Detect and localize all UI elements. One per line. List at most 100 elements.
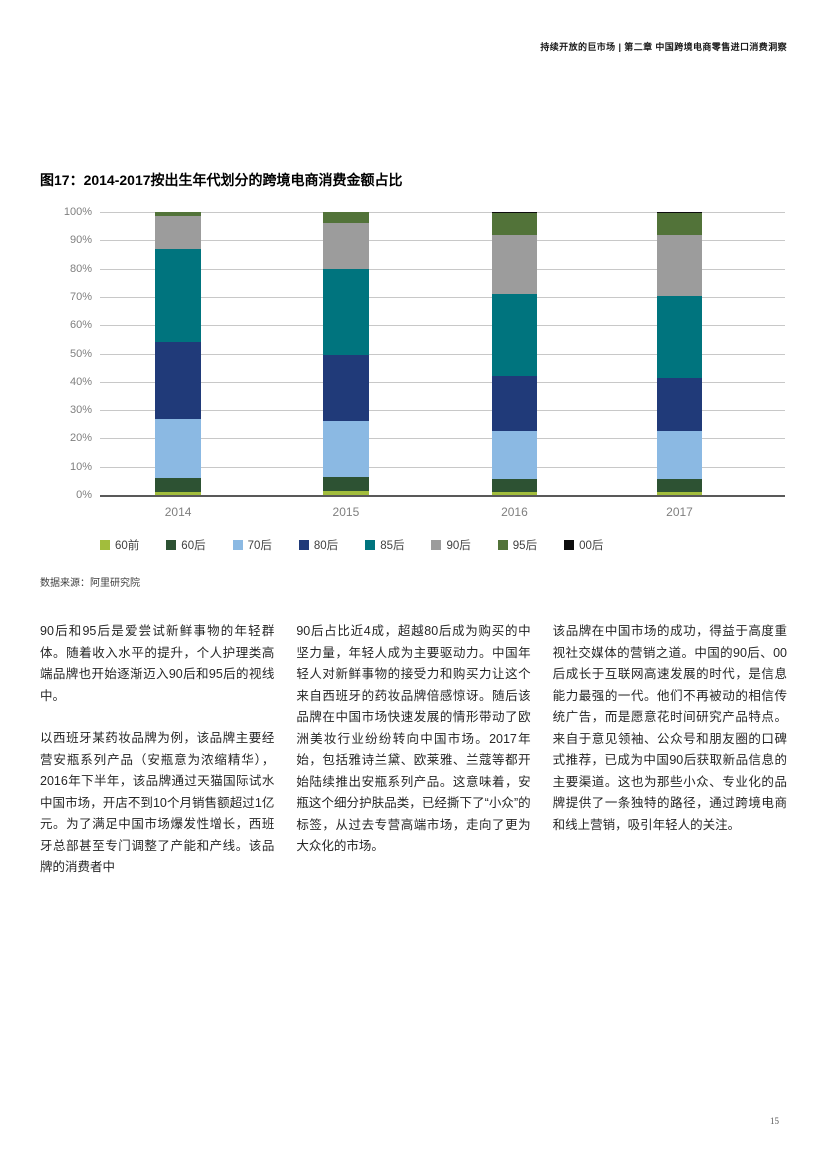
y-axis-tick: 0%	[76, 489, 92, 501]
legend-item-60后: 60后	[166, 537, 206, 553]
segment-90后	[323, 223, 369, 269]
segment-95后	[656, 213, 703, 235]
y-axis-tick: 10%	[69, 460, 92, 473]
segment-60前	[656, 492, 703, 495]
legend-label: 90后	[446, 540, 471, 552]
gridline	[100, 268, 785, 270]
segment-95后	[155, 212, 201, 217]
gridline	[100, 212, 785, 213]
text-column-2: 90后占比近4成，超越80后成为购买的中坚力量，年轻人成为主要驱动力。中国年轻人…	[296, 621, 530, 900]
segment-85后	[323, 268, 369, 355]
segment-80后	[323, 354, 369, 422]
gridline	[100, 353, 785, 355]
legend-label: 85后	[380, 540, 405, 552]
legend-item-90后: 90后	[431, 537, 471, 553]
legend-item-70后: 70后	[232, 537, 272, 553]
x-axis-tick: 2017	[666, 505, 693, 519]
segment-60后	[656, 479, 703, 493]
text-column-1: 90后和95后是爱尝试新鲜事物的年轻群体。随着收入水平的提升，个人护理类高端品牌…	[40, 621, 274, 900]
bar-2016	[491, 212, 538, 495]
legend-label: 80后	[313, 540, 339, 552]
legend-swatch	[497, 540, 508, 550]
legend-swatch	[232, 540, 243, 550]
page-number: 15	[770, 1116, 779, 1126]
segment-60前	[323, 490, 369, 495]
stacked-bar-chart: 100% 90% 80% 70% 60% 50% 40% 30% 20% 10% 0% 2014 20…	[40, 206, 785, 553]
legend-label: 00后	[579, 540, 604, 552]
y-axis-tick: 100%	[63, 206, 92, 218]
bar-2014	[155, 212, 201, 495]
segment-85后	[491, 294, 538, 377]
legend-swatch	[365, 540, 376, 550]
legend-swatch	[166, 540, 177, 550]
page-header: 持续开放的巨市场 | 第二章 中国跨境电商零售进口消费洞察	[540, 42, 787, 52]
legend-label: 60后	[181, 540, 206, 552]
y-axis-tick: 50%	[69, 347, 92, 360]
body-paragraph: 90后占比近4成，超越80后成为购买的中坚力量，年轻人成为主要驱动力。中国年轻人…	[296, 624, 531, 853]
segment-60后	[491, 479, 538, 493]
text-column-3: 该品牌在中国市场的成功，得益于高度重视社交媒体的营销之道。中国的90后、00后成…	[553, 621, 787, 900]
y-axis-tick: 80%	[69, 262, 92, 275]
gridline	[100, 296, 785, 298]
body-paragraph: 以西班牙某药妆品牌为例，该品牌主要经营安瓶系列产品（安瓶意为浓缩精华），2016…	[40, 731, 275, 874]
body-paragraph: 90后和95后是爱尝试新鲜事物的年轻群体。随着收入水平的提升，个人护理类高端品牌…	[40, 624, 275, 703]
segment-00后	[656, 212, 703, 214]
body-text-columns: 90后和95后是爱尝试新鲜事物的年轻群体。随着收入水平的提升，个人护理类高端品牌…	[40, 621, 787, 900]
segment-90后	[155, 216, 201, 249]
bar-2015	[323, 212, 369, 495]
segment-60前	[491, 492, 538, 495]
segment-60后	[155, 478, 201, 493]
x-axis-tick: 2014	[164, 505, 192, 519]
segment-90后	[656, 234, 703, 296]
legend-label: 95后	[512, 540, 538, 552]
bar-2017	[656, 212, 703, 495]
gridline	[100, 325, 785, 327]
segment-85后	[155, 248, 201, 343]
x-axis-line	[100, 495, 785, 497]
figure-title: 图17：2014-2017按出生年代划分的跨境电商消费金额占比	[40, 172, 403, 188]
y-axis-tick: 70%	[69, 290, 92, 303]
y-axis-tick: 30%	[69, 404, 92, 417]
legend-item-80后: 80后	[298, 537, 339, 553]
legend-label: 70后	[247, 540, 272, 552]
segment-80后	[656, 377, 703, 432]
gridline	[100, 240, 785, 242]
body-paragraph: 该品牌在中国市场的成功，得益于高度重视社交媒体的营销之道。中国的90后、00后成…	[552, 624, 787, 832]
segment-95后	[323, 212, 369, 224]
segment-80后	[155, 342, 201, 419]
legend-swatch	[298, 540, 309, 550]
x-axis-tick: 2015	[332, 505, 360, 519]
legend-swatch	[100, 540, 110, 550]
legend-item-85后: 85后	[365, 537, 404, 553]
segment-70后	[155, 418, 201, 479]
legend-label: 60前	[115, 540, 140, 552]
gridline	[100, 466, 785, 468]
segment-70后	[323, 421, 369, 477]
chart-source: 数据来源：阿里研究院	[40, 578, 140, 589]
y-axis-tick: 90%	[69, 234, 92, 247]
x-axis-tick: 2016	[501, 505, 528, 519]
legend-item-00后: 00后	[564, 537, 603, 553]
legend-swatch	[431, 540, 442, 550]
gridline	[100, 410, 785, 412]
y-axis-tick: 60%	[69, 319, 92, 332]
chart-plot-area: 100% 90% 80% 70% 60% 50% 40% 30% 20% 10% 0%	[64, 206, 785, 501]
segment-70后	[656, 431, 703, 480]
segment-60后	[323, 476, 369, 491]
segment-70后	[491, 431, 538, 480]
y-axis-tick: 20%	[69, 432, 92, 445]
gridline	[100, 438, 785, 440]
legend-item-60前: 60前	[100, 537, 139, 553]
segment-90后	[491, 234, 538, 295]
segment-60前	[155, 492, 201, 495]
segment-00后	[491, 212, 538, 214]
legend-swatch	[564, 540, 575, 550]
segment-80后	[491, 376, 538, 432]
chart-legend: 60前 60后 70后 80后 85后 90后 95后 00后	[100, 537, 785, 553]
legend-item-95后: 95后	[497, 537, 538, 553]
x-axis: 2014 2015 2016 2017	[100, 495, 785, 525]
gridline	[100, 381, 785, 383]
segment-85后	[656, 295, 703, 378]
y-axis-tick: 40%	[69, 375, 92, 388]
